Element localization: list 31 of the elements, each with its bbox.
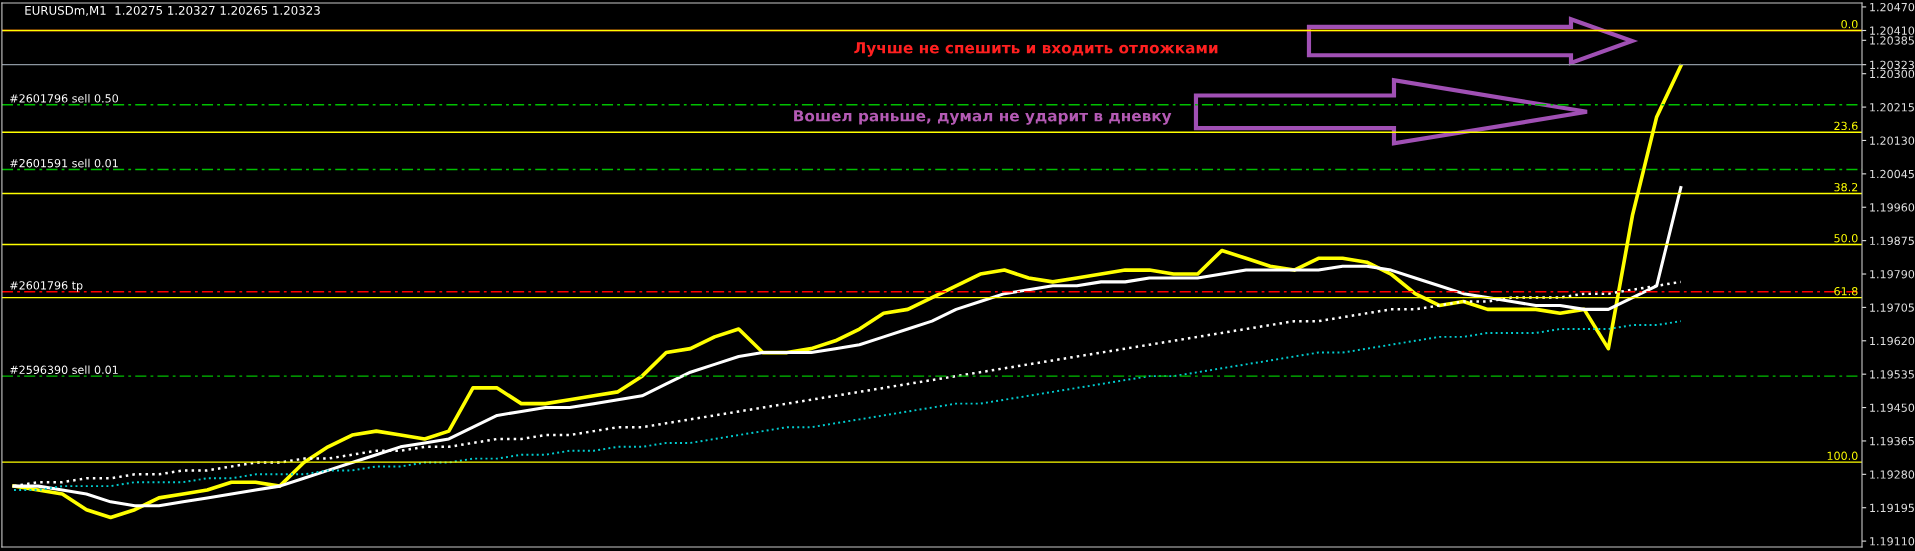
y-tick-label: 1.20410 [1870,26,1915,35]
annotation: #2601796 sell 0.50 [10,93,119,103]
y-tick-label: 1.19790 [1870,269,1915,279]
y-tick-label: 1.19535 [1870,370,1914,379]
y-tick-label: 1.19280 [1870,470,1915,479]
annotation: #2596390 sell 0.01 [10,365,118,374]
y-tick-label: 1.19960 [1870,203,1915,212]
y-tick-label: 1.20130 [1870,136,1915,145]
y-tick-label: 1.19450 [1870,403,1915,412]
y-tick-label: 1.20300 [1870,69,1915,79]
y-tick-label: 1.20215 [1870,103,1914,112]
y-tick-label: 1.19110 [1870,537,1915,546]
annotation: #2601591 sell 0.01 [10,158,118,168]
y-tick-label: 1.20385 [1870,36,1914,45]
annotation: #2601796 tp [10,281,83,292]
annotation: 23.6 [1834,121,1858,131]
annotation: 0.0 [1841,19,1858,29]
y-tick-label: 1.19195 [1870,503,1914,513]
annotation: 50.0 [1834,234,1858,243]
chart-title: EURUSDm,M1 1.20275 1.20327 1.20265 1.20323 [25,5,320,17]
y-tick-label: 1.19620 [1870,336,1915,346]
annotation: 100.0 [1827,451,1858,461]
y-tick-label: 1.20470 [1870,2,1915,12]
annotation: Лучше не спешить и входить отложками [854,42,1218,57]
y-tick-label: 1.19705 [1870,303,1914,312]
y-tick-label: 1.20323 [1870,60,1914,70]
annotation: Вошел раньше, думал не ударит в дневку [794,110,1172,125]
annotation: 38.2 [1834,182,1858,192]
y-tick-label: 1.20045 [1870,169,1914,179]
y-tick-label: 1.19365 [1870,436,1914,446]
y-tick-label: 1.19875 [1870,236,1914,246]
